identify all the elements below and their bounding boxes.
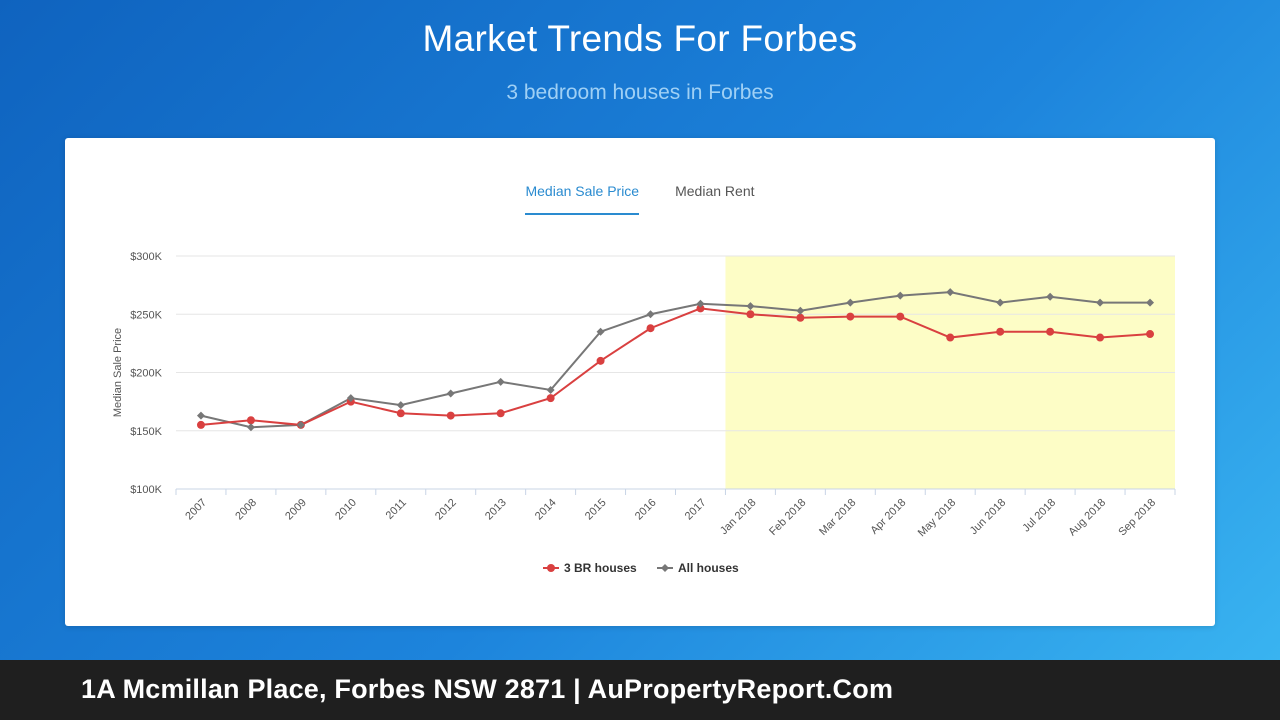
data-point — [696, 304, 705, 313]
x-tick-label: 2011 — [384, 497, 409, 522]
data-point — [1146, 330, 1155, 339]
x-tick-label: 2013 — [483, 497, 509, 523]
x-tick-label: Apr 2018 — [868, 497, 908, 537]
data-point — [896, 291, 905, 300]
x-tick-label: Feb 2018 — [767, 497, 808, 538]
y-axis-title: Median Sale Price — [112, 328, 124, 417]
data-point — [396, 401, 405, 410]
y-tick-label: $300K — [130, 251, 162, 263]
data-point — [746, 310, 755, 319]
x-tick-label: May 2018 — [916, 497, 959, 540]
x-tick-label: Jun 2018 — [968, 497, 1008, 537]
x-tick-label: 2009 — [283, 497, 309, 523]
x-tick-label: Mar 2018 — [817, 497, 858, 538]
series-line — [200, 307, 1151, 426]
data-point — [896, 312, 905, 321]
data-point — [646, 324, 655, 333]
x-tick-label: 2016 — [633, 497, 659, 523]
data-point — [996, 327, 1005, 336]
data-point — [546, 394, 555, 403]
x-tick-label: Sep 2018 — [1116, 497, 1158, 539]
legend-marker — [661, 564, 669, 572]
footer-bar: 1A Mcmillan Place, Forbes NSW 2871 | AuP… — [0, 660, 1280, 720]
data-point — [1096, 298, 1105, 307]
x-tick-label: 2007 — [183, 497, 209, 523]
data-point — [996, 298, 1005, 307]
data-point — [846, 298, 855, 307]
data-point — [646, 310, 655, 319]
data-point — [496, 377, 505, 386]
data-point — [196, 420, 205, 429]
data-point — [546, 385, 555, 394]
data-point — [1096, 333, 1105, 342]
y-tick-label: $150K — [130, 426, 162, 438]
legend-label: All houses — [678, 561, 739, 575]
data-point — [446, 389, 455, 398]
line-chart: $100K $150K $200K $250K $300K Median Sale Pri… — [112, 251, 1176, 575]
data-point — [946, 333, 955, 342]
data-point — [796, 306, 805, 315]
page-title: Market Trends For Forbes — [422, 18, 858, 59]
data-point — [296, 420, 305, 429]
tab-median-sale-price[interactable]: Median Sale Price — [525, 183, 640, 215]
y-tick-label: $200K — [130, 368, 162, 380]
data-point — [346, 394, 355, 403]
x-tick-label: 2014 — [533, 497, 559, 523]
data-point — [246, 416, 255, 425]
x-tick-label: Jan 2018 — [718, 497, 758, 537]
data-point — [196, 411, 205, 420]
data-point — [846, 312, 855, 321]
x-tick-label: 2012 — [433, 497, 459, 523]
footer-address: 1A Mcmillan Place, Forbes NSW 2871 | AuP… — [81, 674, 894, 704]
y-tick-label: $250K — [130, 309, 162, 321]
chart-card: Median Sale Price Median Rent $100K $150K… — [65, 138, 1215, 626]
x-tick-label: 2010 — [333, 497, 359, 523]
data-point — [746, 302, 755, 311]
data-point — [596, 327, 605, 336]
x-tick-label: 2015 — [583, 497, 609, 523]
tab-median-rent[interactable]: Median Rent — [675, 183, 755, 199]
data-point — [596, 356, 605, 365]
tab-bar: Median Sale Price Median Rent — [65, 183, 1215, 215]
data-point — [796, 313, 805, 322]
x-tick-label: 2017 — [683, 497, 709, 523]
x-tick-label: Aug 2018 — [1066, 497, 1108, 539]
data-point — [446, 411, 455, 420]
y-tick-label: $100K — [130, 484, 162, 496]
data-point — [1046, 292, 1055, 301]
data-point — [246, 423, 255, 432]
data-point — [1146, 298, 1155, 307]
data-point — [1046, 327, 1055, 336]
data-point — [396, 409, 405, 418]
data-point — [946, 288, 955, 297]
x-tick-label: 2008 — [233, 497, 259, 523]
page-subtitle: 3 bedroom houses in Forbes — [506, 81, 774, 104]
legend-marker — [547, 564, 555, 572]
series-line — [200, 291, 1151, 429]
data-point — [496, 409, 505, 418]
data-point — [696, 299, 705, 308]
x-tick-label: Jul 2018 — [1020, 497, 1058, 535]
legend-label: 3 BR houses — [564, 561, 637, 575]
